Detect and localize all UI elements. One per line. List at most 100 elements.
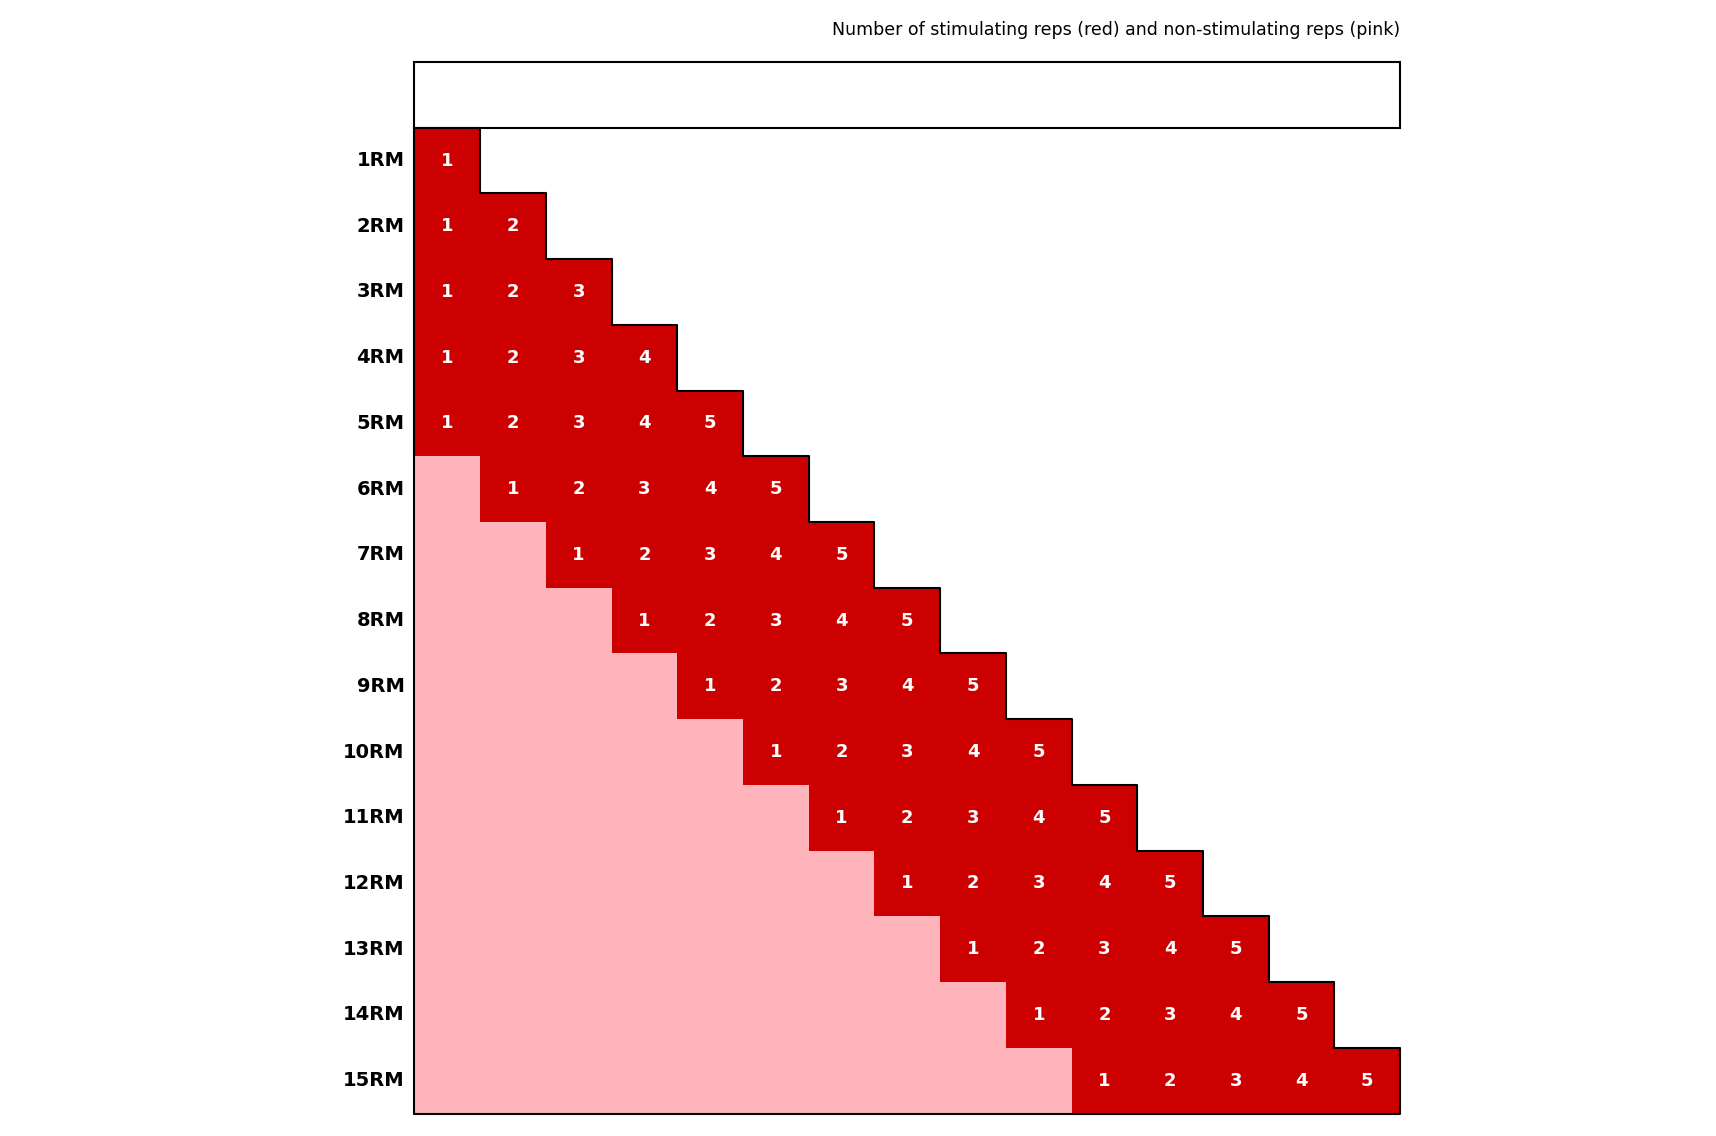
Text: 1: 1 bbox=[1033, 1005, 1045, 1024]
Bar bbox=[480, 917, 546, 982]
Text: 1: 1 bbox=[441, 349, 453, 367]
Text: 4: 4 bbox=[704, 481, 716, 498]
Bar bbox=[743, 653, 808, 719]
Bar bbox=[1071, 719, 1138, 785]
Bar bbox=[1203, 325, 1268, 391]
Text: 13: 13 bbox=[1222, 85, 1249, 105]
Bar bbox=[546, 193, 611, 259]
Bar bbox=[1268, 391, 1335, 457]
Bar bbox=[743, 325, 808, 391]
Text: 5: 5 bbox=[704, 85, 717, 105]
Bar bbox=[875, 653, 940, 719]
Bar bbox=[678, 259, 743, 325]
Bar bbox=[1006, 917, 1071, 982]
Bar bbox=[678, 785, 743, 851]
Bar bbox=[808, 325, 875, 391]
Bar bbox=[1203, 127, 1268, 193]
Text: 5: 5 bbox=[1296, 1005, 1308, 1024]
Text: 4: 4 bbox=[1098, 875, 1110, 893]
Bar bbox=[1006, 1047, 1071, 1113]
Bar bbox=[678, 917, 743, 982]
Bar bbox=[1203, 457, 1268, 523]
Text: 3: 3 bbox=[573, 283, 585, 301]
Text: 3: 3 bbox=[901, 743, 913, 761]
Bar bbox=[940, 1047, 1006, 1113]
Bar bbox=[480, 457, 546, 523]
Bar bbox=[1203, 259, 1268, 325]
Text: 2: 2 bbox=[573, 481, 585, 498]
Bar bbox=[1335, 1047, 1400, 1113]
Text: 5: 5 bbox=[1163, 875, 1177, 893]
Text: 2: 2 bbox=[769, 677, 782, 695]
Text: 3RM: 3RM bbox=[357, 283, 405, 301]
Text: 1: 1 bbox=[769, 743, 782, 761]
Text: 4: 4 bbox=[638, 349, 650, 367]
Bar bbox=[875, 785, 940, 851]
Bar bbox=[414, 457, 480, 523]
Text: 15: 15 bbox=[1354, 85, 1381, 105]
Bar bbox=[743, 193, 808, 259]
Bar bbox=[1006, 719, 1071, 785]
Bar bbox=[1335, 259, 1400, 325]
Bar bbox=[414, 62, 1400, 127]
Bar bbox=[480, 851, 546, 917]
Text: 6RM: 6RM bbox=[357, 479, 405, 499]
Text: 2: 2 bbox=[1033, 941, 1045, 958]
Bar bbox=[940, 785, 1006, 851]
Bar bbox=[480, 785, 546, 851]
Bar bbox=[611, 1047, 678, 1113]
Text: 3: 3 bbox=[966, 809, 980, 827]
Bar bbox=[546, 325, 611, 391]
Bar bbox=[1071, 457, 1138, 523]
Bar bbox=[678, 193, 743, 259]
Bar bbox=[480, 587, 546, 653]
Bar bbox=[1268, 1047, 1335, 1113]
Text: 4: 4 bbox=[836, 611, 848, 629]
Bar bbox=[808, 523, 875, 587]
Text: 1: 1 bbox=[901, 875, 913, 893]
Bar bbox=[1071, 259, 1138, 325]
Bar bbox=[743, 259, 808, 325]
Bar bbox=[1268, 193, 1335, 259]
Bar bbox=[743, 785, 808, 851]
Bar bbox=[1138, 457, 1203, 523]
Bar bbox=[1203, 193, 1268, 259]
Bar bbox=[1335, 457, 1400, 523]
Bar bbox=[1203, 917, 1268, 982]
Text: 10: 10 bbox=[1024, 85, 1052, 105]
Text: 3: 3 bbox=[704, 546, 716, 563]
Bar bbox=[1071, 127, 1138, 193]
Bar bbox=[808, 457, 875, 523]
Bar bbox=[414, 193, 480, 259]
Bar bbox=[875, 851, 940, 917]
Bar bbox=[546, 259, 611, 325]
Bar bbox=[678, 1047, 743, 1113]
Bar bbox=[611, 653, 678, 719]
Bar bbox=[808, 127, 875, 193]
Text: 11: 11 bbox=[1091, 85, 1119, 105]
Bar bbox=[1268, 719, 1335, 785]
Bar bbox=[414, 523, 480, 587]
Bar bbox=[1071, 391, 1138, 457]
Bar bbox=[1071, 982, 1138, 1047]
Text: 1: 1 bbox=[836, 809, 848, 827]
Bar bbox=[808, 719, 875, 785]
Bar bbox=[678, 457, 743, 523]
Bar bbox=[940, 391, 1006, 457]
Text: 2: 2 bbox=[901, 809, 913, 827]
Bar bbox=[940, 259, 1006, 325]
Bar bbox=[1071, 587, 1138, 653]
Bar bbox=[480, 1047, 546, 1113]
Bar bbox=[1006, 127, 1071, 193]
Bar bbox=[875, 325, 940, 391]
Bar bbox=[546, 719, 611, 785]
Text: 1: 1 bbox=[966, 941, 980, 958]
Bar bbox=[1335, 917, 1400, 982]
Bar bbox=[1268, 917, 1335, 982]
Bar bbox=[1335, 851, 1400, 917]
Text: 4: 4 bbox=[769, 546, 782, 563]
Bar bbox=[414, 587, 480, 653]
Bar bbox=[1203, 719, 1268, 785]
Bar bbox=[940, 127, 1006, 193]
Bar bbox=[414, 653, 480, 719]
